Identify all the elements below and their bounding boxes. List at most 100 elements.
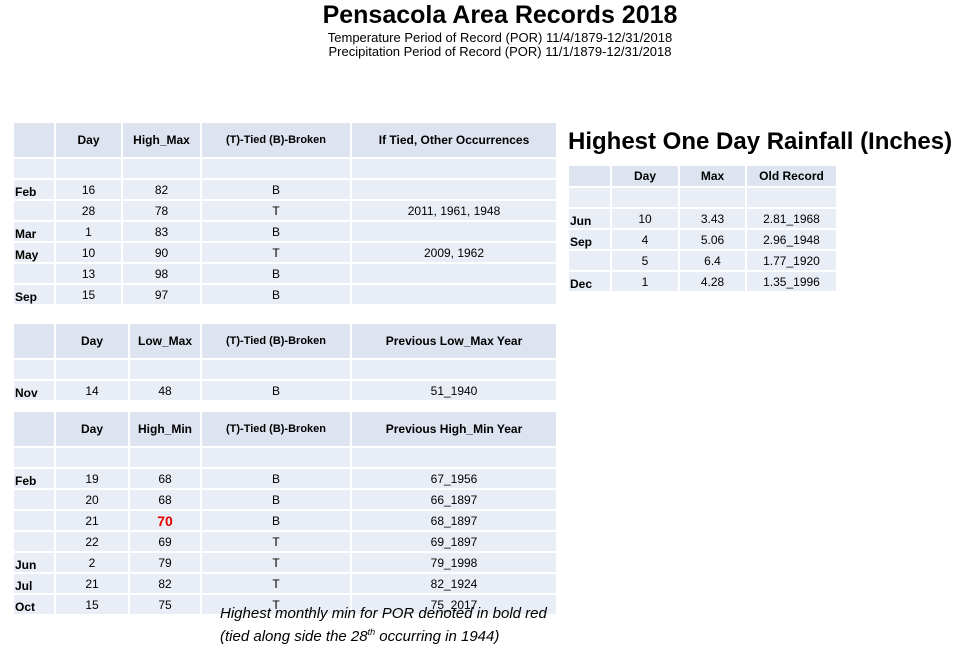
month-cell: Feb — [14, 469, 54, 488]
table-row — [14, 360, 556, 379]
table-row — [569, 188, 836, 207]
column-header: Max — [680, 166, 745, 186]
table-cell: B — [202, 180, 350, 199]
table-cell: T — [202, 201, 350, 220]
table-cell: 68 — [130, 490, 200, 509]
rainfall-table: Day Max Old Record Jun 10 3.43 2.81_1968 Se… — [567, 164, 838, 293]
table-cell: 98 — [123, 264, 200, 283]
table-cell: 82 — [130, 574, 200, 593]
table-cell: 16 — [56, 180, 121, 199]
table-row: 20 68 B 66_1897 — [14, 490, 556, 509]
table-cell — [56, 159, 121, 178]
month-cell — [14, 123, 54, 157]
column-header: If Tied, Other Occurrences — [352, 123, 556, 157]
month-cell — [14, 448, 54, 467]
table-cell: B — [202, 222, 350, 241]
table-row: Nov 14 48 B 51_1940 — [14, 381, 556, 400]
table-cell: B — [202, 285, 350, 304]
table-cell — [56, 360, 128, 379]
column-header: (T)-Tied (B)-Broken — [202, 123, 350, 157]
table-cell — [352, 222, 556, 241]
table-cell: 2.96_1948 — [747, 230, 836, 249]
high-max-table: Day High_Max (T)-Tied (B)-Broken If Tied… — [12, 121, 558, 306]
month-cell: Dec — [569, 272, 610, 291]
month-cell — [14, 532, 54, 551]
table-cell: 20 — [56, 490, 128, 509]
table-cell: 19 — [56, 469, 128, 488]
table-cell: 1.77_1920 — [747, 251, 836, 270]
rainfall-title: Highest One Day Rainfall (Inches) — [568, 128, 953, 155]
high-min-table: Day High_Min (T)-Tied (B)-Broken Previou… — [12, 410, 558, 616]
table-row: 22 69 T 69_1897 — [14, 532, 556, 551]
column-header: Previous Low_Max Year — [352, 324, 556, 358]
table-cell — [352, 180, 556, 199]
month-cell — [14, 201, 54, 220]
month-cell: Nov — [14, 381, 54, 400]
month-cell — [569, 166, 610, 186]
month-cell: Mar — [14, 222, 54, 241]
table-row: 28 78 T 2011, 1961, 1948 — [14, 201, 556, 220]
table-cell: 79_1998 — [352, 553, 556, 572]
table-cell: 82 — [123, 180, 200, 199]
month-cell — [14, 412, 54, 446]
table-cell: 2.81_1968 — [747, 209, 836, 228]
month-cell: Sep — [569, 230, 610, 249]
table-cell: 10 — [56, 243, 121, 262]
table-cell: 48 — [130, 381, 200, 400]
column-header: High_Min — [130, 412, 200, 446]
table-cell: 67_1956 — [352, 469, 556, 488]
table-cell — [202, 448, 350, 467]
table-cell: 10 — [612, 209, 678, 228]
table-row: Feb 16 82 B — [14, 180, 556, 199]
table-cell — [352, 360, 556, 379]
low-max-table: Day Low_Max (T)-Tied (B)-Broken Previous… — [12, 322, 558, 402]
temperature-por: Temperature Period of Record (POR) 11/4/… — [327, 30, 673, 45]
table-cell: 28 — [56, 201, 121, 220]
column-header: Day — [612, 166, 678, 186]
table-cell — [123, 159, 200, 178]
table-cell: 90 — [123, 243, 200, 262]
table-cell: 69_1897 — [352, 532, 556, 551]
table-cell — [130, 360, 200, 379]
table-cell — [352, 159, 556, 178]
table-cell — [56, 448, 128, 467]
table-cell — [202, 360, 350, 379]
column-header: Day — [56, 412, 128, 446]
record-value-highlight: 70 — [130, 511, 200, 530]
table-row — [14, 448, 556, 467]
table-row: Dec 1 4.28 1.35_1996 — [569, 272, 836, 291]
month-cell — [14, 159, 54, 178]
footnote-line-1: Highest monthly min for POR denoted in b… — [220, 605, 547, 622]
month-cell: Sep — [14, 285, 54, 304]
table-cell: 13 — [56, 264, 121, 283]
table-cell: 4 — [612, 230, 678, 249]
table-header-row: Day Low_Max (T)-Tied (B)-Broken Previous… — [14, 324, 556, 358]
table-cell: 1 — [612, 272, 678, 291]
table-cell: 82_1924 — [352, 574, 556, 593]
table-cell — [352, 285, 556, 304]
table-cell — [202, 159, 350, 178]
table-cell: B — [202, 381, 350, 400]
month-cell — [14, 360, 54, 379]
month-cell: Oct — [14, 595, 54, 614]
table-cell: 1 — [56, 222, 121, 241]
table-cell: 68_1897 — [352, 511, 556, 530]
month-cell — [569, 188, 610, 207]
table-cell: 5 — [612, 251, 678, 270]
table-cell: B — [202, 511, 350, 530]
table-cell: 68 — [130, 469, 200, 488]
table-cell: 2 — [56, 553, 128, 572]
month-cell: Jul — [14, 574, 54, 593]
month-cell: Jun — [14, 553, 54, 572]
table-cell: 5.06 — [680, 230, 745, 249]
table-header-row: Day High_Max (T)-Tied (B)-Broken If Tied… — [14, 123, 556, 157]
table-cell: 97 — [123, 285, 200, 304]
table-cell: 21 — [56, 511, 128, 530]
month-cell: Jun — [569, 209, 610, 228]
table-cell: 2009, 1962 — [352, 243, 556, 262]
column-header: Old Record — [747, 166, 836, 186]
table-row: Sep 4 5.06 2.96_1948 — [569, 230, 836, 249]
column-header: Previous High_Min Year — [352, 412, 556, 446]
column-header: Day — [56, 123, 121, 157]
table-cell: 3.43 — [680, 209, 745, 228]
